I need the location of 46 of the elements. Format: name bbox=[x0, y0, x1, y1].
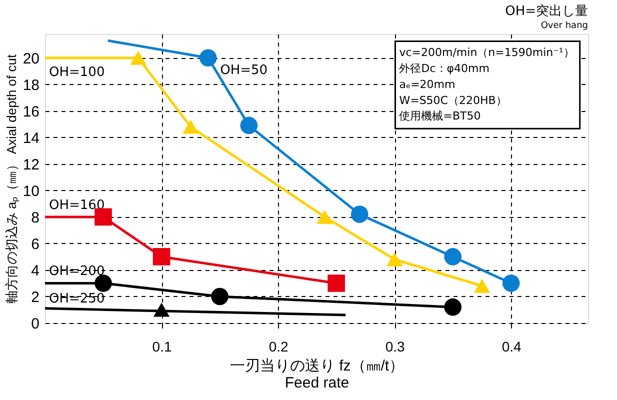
chart-subtitle: Over hang bbox=[540, 21, 588, 31]
point bbox=[502, 274, 520, 292]
y-tick-label: 20 bbox=[22, 50, 40, 68]
annotation: aₑ=20mm bbox=[399, 78, 456, 91]
y-tick-label: 18 bbox=[22, 76, 40, 94]
point bbox=[328, 274, 345, 292]
point bbox=[199, 49, 217, 67]
point bbox=[152, 248, 170, 266]
point bbox=[94, 274, 112, 292]
point bbox=[474, 278, 490, 293]
point bbox=[444, 248, 462, 266]
point bbox=[94, 208, 112, 226]
point bbox=[240, 116, 258, 134]
y-tick-label: 12 bbox=[22, 156, 40, 174]
y-tick-label: 6 bbox=[31, 236, 40, 253]
y-tick-label: 0 bbox=[31, 316, 40, 332]
y-tick-label: 10 bbox=[22, 182, 40, 200]
series-label: OH=160 bbox=[49, 198, 105, 213]
point bbox=[350, 206, 368, 223]
y-tick-label: 8 bbox=[31, 209, 40, 226]
y-tick-label: 14 bbox=[22, 130, 40, 147]
series-label: OH=100 bbox=[49, 64, 105, 80]
series-label: OH=50 bbox=[220, 62, 268, 78]
point bbox=[316, 210, 333, 224]
point bbox=[444, 298, 462, 316]
series-label: OH=250 bbox=[49, 291, 105, 306]
x-axis-title: 一刃当りの送り fz（㎜/t） Feed rate bbox=[230, 358, 404, 392]
point bbox=[211, 288, 228, 306]
series-label: OH=200 bbox=[49, 264, 105, 280]
annotation: vc=200m/min（n=1590min⁻¹） bbox=[399, 46, 574, 60]
point bbox=[130, 50, 146, 65]
annotation: 使用機械=BT50 bbox=[399, 110, 481, 123]
x-tick-label: 0.2 bbox=[268, 338, 288, 354]
x-tick-label: 0.3 bbox=[385, 338, 406, 354]
x-tick-label: 0.4 bbox=[502, 338, 522, 354]
point bbox=[153, 302, 170, 317]
y-tick-label: 16 bbox=[22, 103, 40, 120]
x-tick-label: 0.1 bbox=[152, 338, 172, 354]
y-tick-label: 2 bbox=[31, 288, 40, 306]
annotation: 外径Dc：φ40mm bbox=[399, 62, 490, 76]
y-tick-label: 4 bbox=[31, 262, 40, 280]
y-axis-title: 軸方向の切込み aₚ（㎜） Axial depth of cut bbox=[4, 54, 20, 304]
chart-title: OH=突出し量 bbox=[505, 4, 588, 19]
point bbox=[182, 120, 199, 134]
annotation: W=S50C（220HB） bbox=[399, 94, 507, 107]
point bbox=[386, 252, 403, 266]
